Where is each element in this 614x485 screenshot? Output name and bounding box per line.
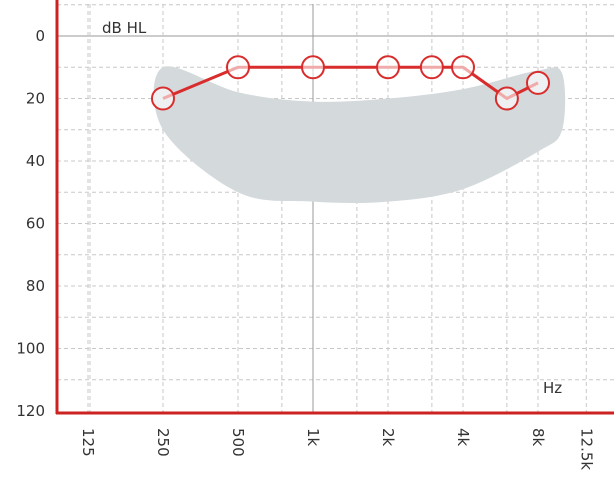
y-tick-label: 100 xyxy=(16,340,45,358)
data-point-marker xyxy=(419,55,444,80)
data-point-marker xyxy=(376,55,400,80)
data-point-marker xyxy=(226,55,250,80)
x-tick-label: 500 xyxy=(229,428,247,457)
x-tick-label: 2k xyxy=(379,428,397,447)
data-point-marker xyxy=(301,55,325,80)
axes xyxy=(55,0,614,415)
grid xyxy=(57,4,614,413)
y-tick-label: 60 xyxy=(26,215,45,233)
data-point-marker xyxy=(451,55,475,80)
y-tick-labels: 0 20 40 60 80 100 120 xyxy=(16,27,45,420)
y-tick-label: 40 xyxy=(26,152,45,170)
y-tick-label: 0 xyxy=(35,27,45,45)
data-point-marker xyxy=(526,70,550,95)
x-tick-label: 4k xyxy=(454,428,472,447)
data-point-marker xyxy=(151,86,175,111)
x-tick-label: 8k xyxy=(529,428,547,447)
x-tick-label: 250 xyxy=(154,428,172,457)
x-tick-label: 12.5k xyxy=(577,428,595,470)
x-tick-labels: 125 250 500 1k 2k 4k 8k 12.5k xyxy=(79,428,595,470)
x-tick-label: 1k xyxy=(304,428,322,447)
x-unit-label: Hz xyxy=(543,379,562,397)
series-layer xyxy=(151,55,550,111)
y-tick-label: 20 xyxy=(26,90,45,108)
data-point-marker xyxy=(494,86,519,111)
y-unit-label: dB HL xyxy=(102,19,147,37)
x-tick-label: 125 xyxy=(79,428,97,457)
speech-banana-region xyxy=(153,66,566,203)
y-tick-label: 120 xyxy=(16,402,45,420)
y-tick-label: 80 xyxy=(26,277,45,295)
